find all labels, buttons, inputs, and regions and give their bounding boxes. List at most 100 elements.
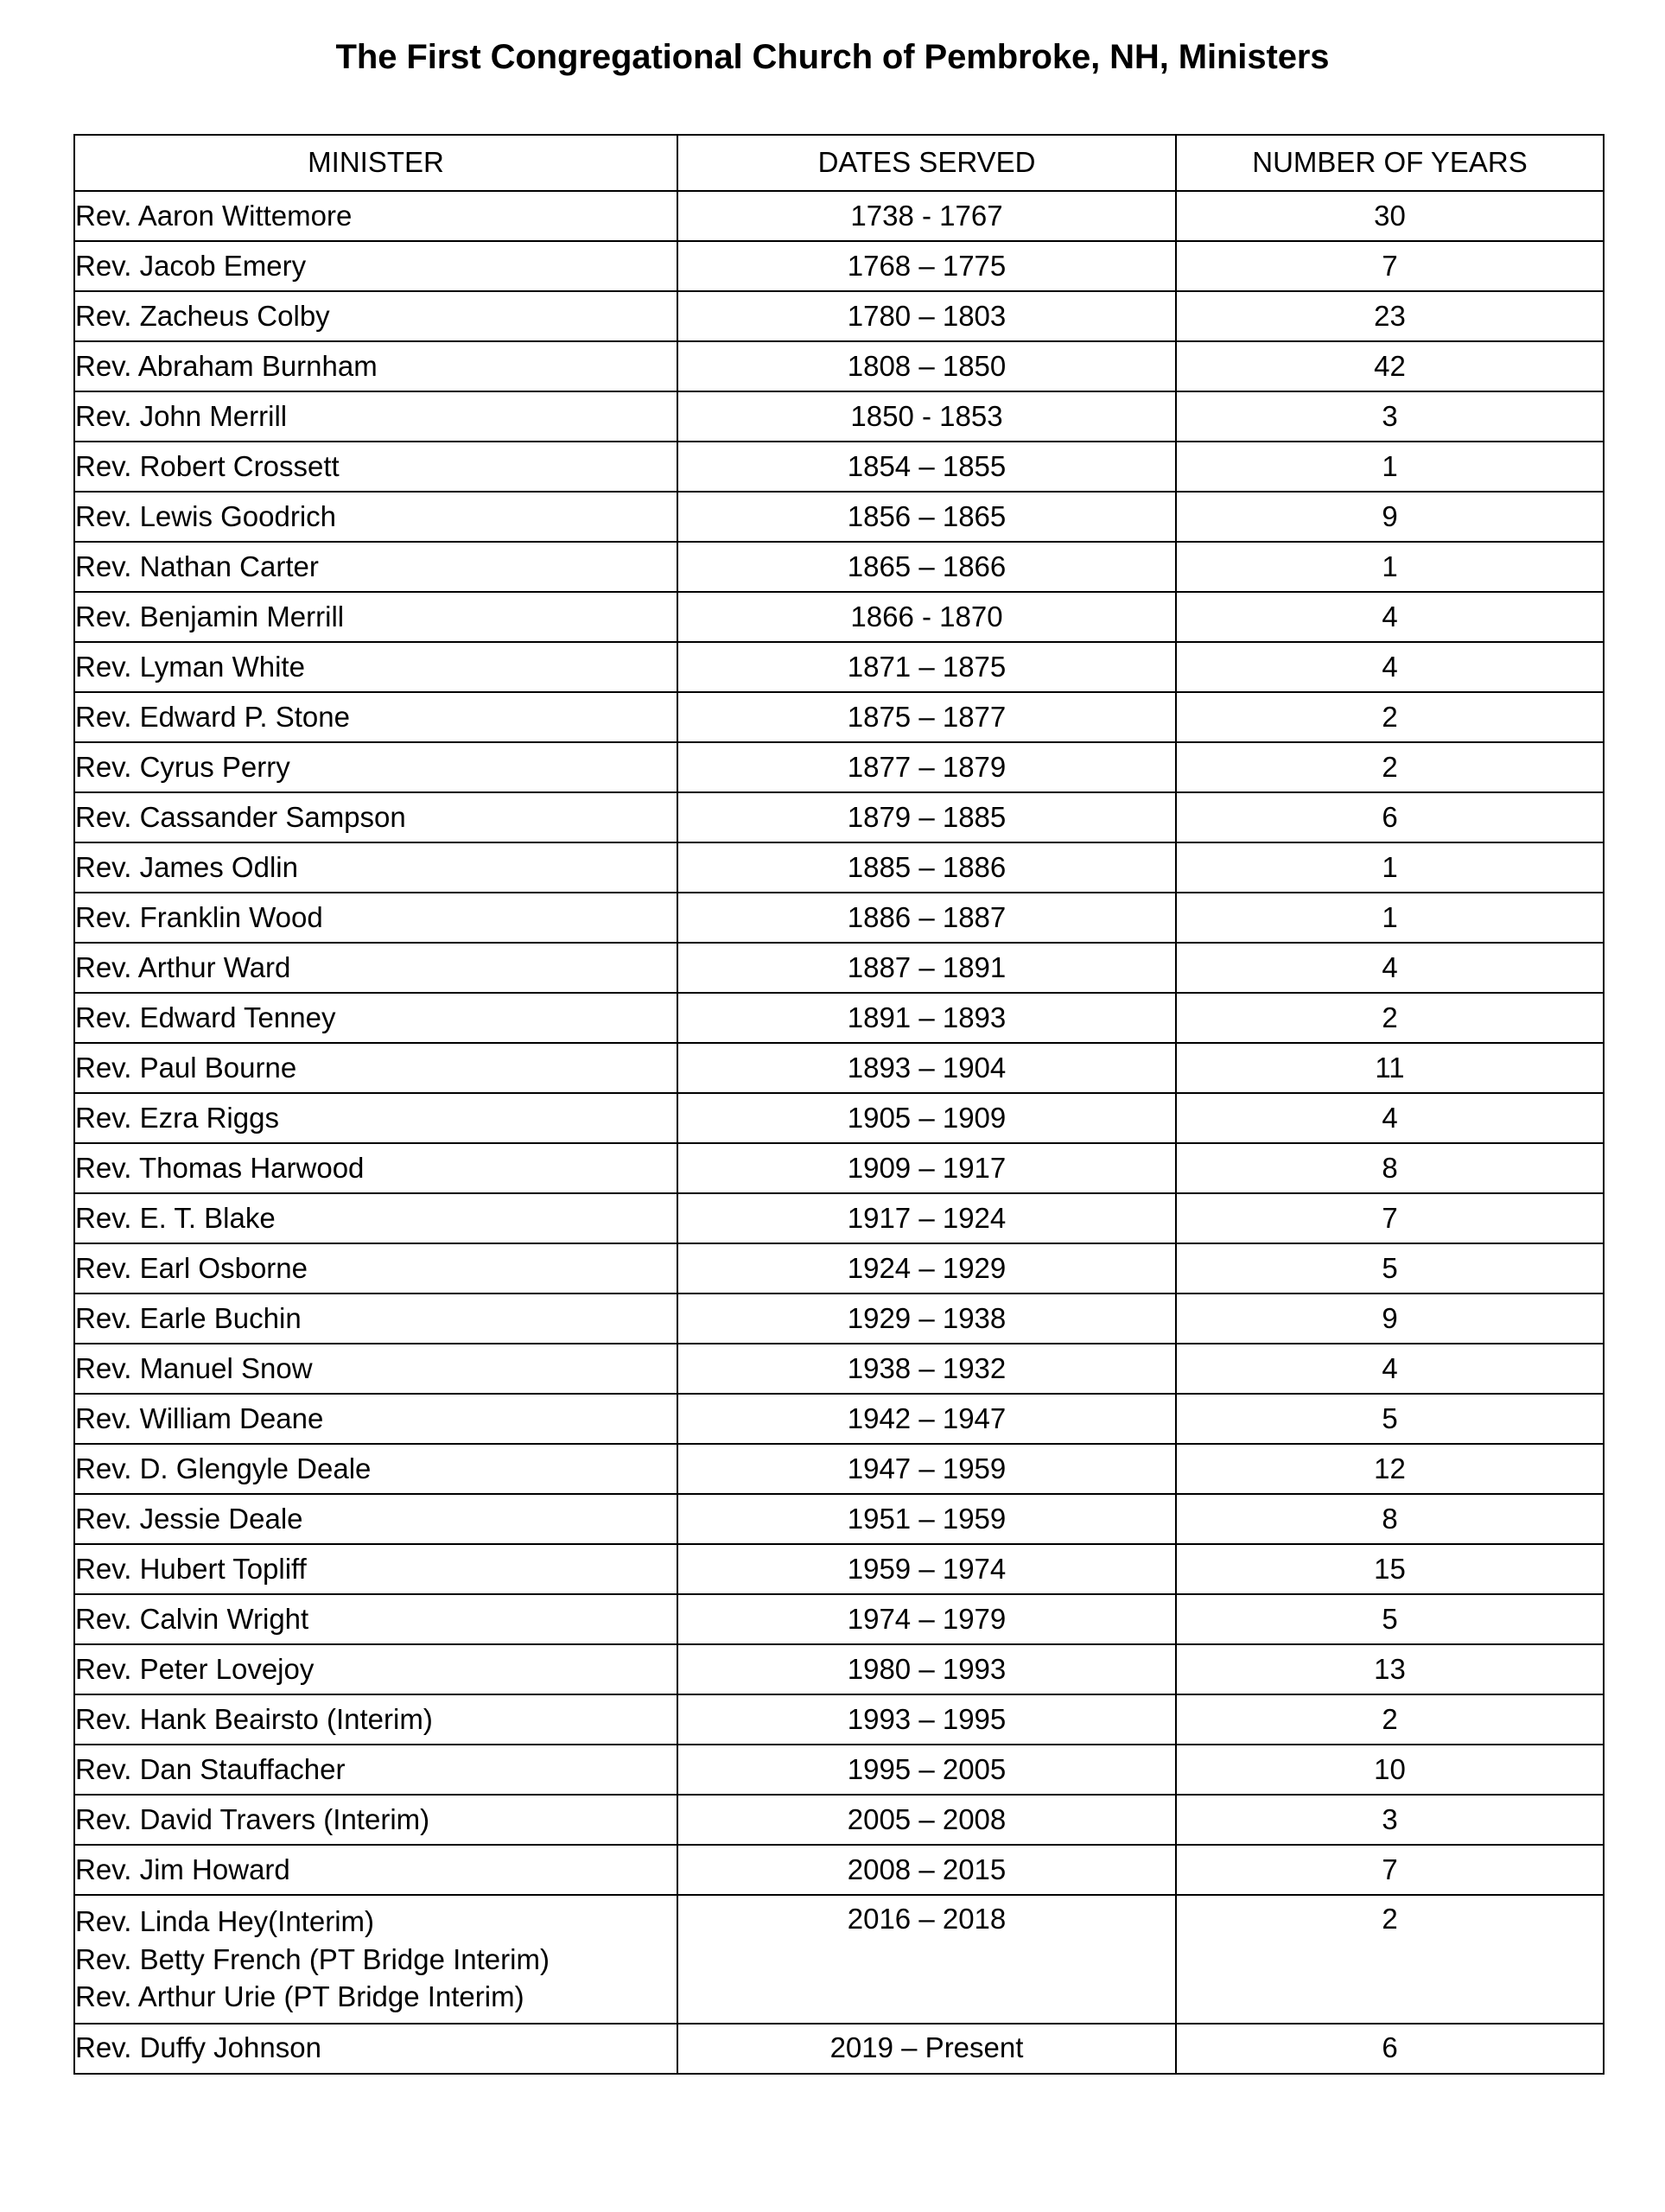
cell-minister: Rev. Jim Howard xyxy=(73,1844,678,1896)
table-row: Rev. James Odlin 1885 – 1886 1 xyxy=(73,842,1605,893)
table-row: Rev. Dan Stauffacher 1995 – 2005 10 xyxy=(73,1744,1605,1796)
cell-minister: Rev. Hank Beairsto (Interim) xyxy=(73,1694,678,1745)
cell-minister: Rev. D. Glengyle Deale xyxy=(73,1443,678,1495)
table-row: Rev. Cyrus Perry 1877 – 1879 2 xyxy=(73,741,1605,793)
cell-minister: Rev. Jacob Emery xyxy=(73,240,678,292)
column-header-minister: MINISTER xyxy=(73,134,678,192)
column-header-dates-served: DATES SERVED xyxy=(677,134,1177,192)
cell-minister: Rev. Linda Hey(Interim) Rev. Betty French… xyxy=(73,1894,678,2024)
table-row: Rev. Hank Beairsto (Interim) 1993 – 1995 2 xyxy=(73,1694,1605,1745)
table-row: Rev. Manuel Snow 1938 – 1932 4 xyxy=(73,1343,1605,1395)
table-header-row: MINISTER DATES SERVED NUMBER OF YEARS xyxy=(73,134,1605,192)
cell-number-of-years: 2 xyxy=(1175,992,1605,1044)
cell-minister: Rev. Earl Osborne xyxy=(73,1243,678,1294)
cell-dates-served: 1854 – 1855 xyxy=(677,441,1177,493)
cell-number-of-years: 3 xyxy=(1175,1794,1605,1846)
ministers-table: MINISTER DATES SERVED NUMBER OF YEARS Re… xyxy=(73,134,1605,2075)
table-row: Rev. Jim Howard 2008 – 2015 7 xyxy=(73,1844,1605,1896)
cell-minister: Rev. Benjamin Merrill xyxy=(73,591,678,643)
cell-dates-served: 1879 – 1885 xyxy=(677,791,1177,843)
minister-name-line: Rev. Arthur Urie (PT Bridge Interim) xyxy=(75,1980,524,2013)
cell-dates-served: 2019 – Present xyxy=(677,2022,1177,2075)
cell-minister: Rev. David Travers (Interim) xyxy=(73,1794,678,1846)
table-header: MINISTER DATES SERVED NUMBER OF YEARS xyxy=(73,134,1605,192)
cell-number-of-years: 10 xyxy=(1175,1744,1605,1796)
cell-dates-served: 1887 – 1891 xyxy=(677,942,1177,994)
cell-number-of-years: 12 xyxy=(1175,1443,1605,1495)
page-title: The First Congregational Church of Pembr… xyxy=(335,38,1330,76)
table-row: Rev. Cassander Sampson 1879 – 1885 6 xyxy=(73,791,1605,843)
table-row: Rev. Ezra Riggs 1905 – 1909 4 xyxy=(73,1092,1605,1144)
cell-dates-served: 1905 – 1909 xyxy=(677,1092,1177,1144)
minister-name-line: Rev. Linda Hey(Interim) xyxy=(75,1905,375,1937)
cell-number-of-years: 23 xyxy=(1175,290,1605,342)
cell-minister: Rev. Arthur Ward xyxy=(73,942,678,994)
cell-number-of-years: 6 xyxy=(1175,2022,1605,2075)
cell-minister: Rev. Aaron Wittemore xyxy=(73,190,678,242)
cell-minister: Rev. Edward Tenney xyxy=(73,992,678,1044)
cell-dates-served: 1877 – 1879 xyxy=(677,741,1177,793)
cell-number-of-years: 8 xyxy=(1175,1493,1605,1545)
cell-dates-served: 1959 – 1974 xyxy=(677,1543,1177,1595)
table-row: Rev. Lyman White 1871 – 1875 4 xyxy=(73,641,1605,693)
cell-minister: Rev. E. T. Blake xyxy=(73,1192,678,1244)
cell-number-of-years: 2 xyxy=(1175,691,1605,743)
cell-minister: Rev. Duffy Johnson xyxy=(73,2022,678,2075)
cell-dates-served: 1942 – 1947 xyxy=(677,1393,1177,1445)
cell-dates-served: 1856 – 1865 xyxy=(677,491,1177,543)
table-row: Rev. Hubert Topliff 1959 – 1974 15 xyxy=(73,1543,1605,1595)
table-row: Rev. Zacheus Colby 1780 – 1803 23 xyxy=(73,290,1605,342)
cell-number-of-years: 11 xyxy=(1175,1042,1605,1094)
ministers-table-container: MINISTER DATES SERVED NUMBER OF YEARS Re… xyxy=(73,134,1605,2075)
cell-number-of-years: 4 xyxy=(1175,1092,1605,1144)
cell-number-of-years: 4 xyxy=(1175,641,1605,693)
cell-dates-served: 1974 – 1979 xyxy=(677,1593,1177,1645)
table-row: Rev. Linda Hey(Interim) Rev. Betty French… xyxy=(73,1894,1605,2024)
cell-minister: Rev. Cassander Sampson xyxy=(73,791,678,843)
cell-number-of-years: 9 xyxy=(1175,1293,1605,1344)
cell-minister: Rev. Lewis Goodrich xyxy=(73,491,678,543)
table-row: Rev. Paul Bourne 1893 – 1904 11 xyxy=(73,1042,1605,1094)
cell-minister: Rev. Thomas Harwood xyxy=(73,1142,678,1194)
table-row: Rev. Jessie Deale 1951 – 1959 8 xyxy=(73,1493,1605,1545)
cell-number-of-years: 1 xyxy=(1175,441,1605,493)
cell-minister: Rev. Earle Buchin xyxy=(73,1293,678,1344)
table-row: Rev. Earle Buchin 1929 – 1938 9 xyxy=(73,1293,1605,1344)
cell-dates-served: 1865 – 1866 xyxy=(677,541,1177,593)
cell-number-of-years: 7 xyxy=(1175,1844,1605,1896)
cell-number-of-years: 5 xyxy=(1175,1393,1605,1445)
cell-dates-served: 1886 – 1887 xyxy=(677,892,1177,944)
table-row: Rev. Arthur Ward 1887 – 1891 4 xyxy=(73,942,1605,994)
cell-dates-served: 1780 – 1803 xyxy=(677,290,1177,342)
table-row: Rev. John Merrill 1850 - 1853 3 xyxy=(73,391,1605,442)
cell-dates-served: 1924 – 1929 xyxy=(677,1243,1177,1294)
cell-number-of-years: 7 xyxy=(1175,1192,1605,1244)
cell-number-of-years: 1 xyxy=(1175,541,1605,593)
cell-dates-served: 1947 – 1959 xyxy=(677,1443,1177,1495)
cell-number-of-years: 2 xyxy=(1175,741,1605,793)
table-row: Rev. Jacob Emery 1768 – 1775 7 xyxy=(73,240,1605,292)
cell-minister: Rev. John Merrill xyxy=(73,391,678,442)
cell-dates-served: 1738 - 1767 xyxy=(677,190,1177,242)
cell-dates-served: 1768 – 1775 xyxy=(677,240,1177,292)
cell-dates-served: 2008 – 2015 xyxy=(677,1844,1177,1896)
cell-minister: Rev. Edward P. Stone xyxy=(73,691,678,743)
table-row: Rev. Peter Lovejoy 1980 – 1993 13 xyxy=(73,1643,1605,1695)
cell-number-of-years: 5 xyxy=(1175,1243,1605,1294)
table-row: Rev. Thomas Harwood 1909 – 1917 8 xyxy=(73,1142,1605,1194)
cell-dates-served: 1808 – 1850 xyxy=(677,340,1177,392)
cell-number-of-years: 1 xyxy=(1175,892,1605,944)
cell-minister: Rev. William Deane xyxy=(73,1393,678,1445)
cell-number-of-years: 9 xyxy=(1175,491,1605,543)
table-row: Rev. Benjamin Merrill 1866 - 1870 4 xyxy=(73,591,1605,643)
cell-dates-served: 1871 – 1875 xyxy=(677,641,1177,693)
cell-number-of-years: 8 xyxy=(1175,1142,1605,1194)
cell-dates-served: 1850 - 1853 xyxy=(677,391,1177,442)
cell-number-of-years: 7 xyxy=(1175,240,1605,292)
table-row: Rev. Edward P. Stone 1875 – 1877 2 xyxy=(73,691,1605,743)
column-header-number-of-years: NUMBER OF YEARS xyxy=(1175,134,1605,192)
cell-minister: Rev. Franklin Wood xyxy=(73,892,678,944)
table-row: Rev. Earl Osborne 1924 – 1929 5 xyxy=(73,1243,1605,1294)
cell-number-of-years: 13 xyxy=(1175,1643,1605,1695)
